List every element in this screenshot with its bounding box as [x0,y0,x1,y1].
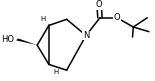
Text: H: H [40,16,45,22]
Text: HO: HO [2,35,15,44]
Text: O: O [96,0,102,9]
Text: H: H [53,69,58,75]
Polygon shape [16,38,37,45]
Text: O: O [114,13,120,22]
Text: N: N [83,31,89,40]
